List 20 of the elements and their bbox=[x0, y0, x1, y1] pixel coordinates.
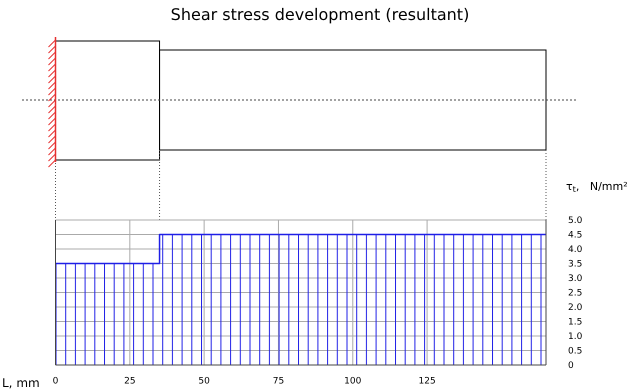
y-tick-label: 3.0 bbox=[568, 274, 583, 284]
y-tick-label: 5.0 bbox=[568, 216, 583, 226]
y-tick-label: 2.5 bbox=[568, 288, 582, 298]
x-tick-label: 0 bbox=[52, 376, 59, 386]
y-tick-label: 4.5 bbox=[568, 230, 582, 240]
x-tick-label: 75 bbox=[272, 376, 284, 386]
x-axis-title: L, mm bbox=[2, 376, 40, 390]
y-tick-label: 0.5 bbox=[568, 346, 582, 356]
y-tick-label: 4.0 bbox=[568, 244, 583, 255]
x-tick-label: 25 bbox=[124, 376, 136, 386]
x-tick-label: 50 bbox=[198, 376, 210, 386]
y-tick-label: 1.5 bbox=[568, 317, 582, 328]
y-tick-label: 0 bbox=[568, 360, 574, 371]
chart-title: Shear stress development (resultant) bbox=[170, 5, 470, 24]
x-tick-label: 100 bbox=[344, 376, 362, 386]
y-tick-label: 1.0 bbox=[568, 332, 583, 342]
y-tick-label: 2.0 bbox=[568, 302, 583, 313]
y-axis-title: τ$_{t}$, N/mm² bbox=[566, 180, 628, 194]
x-tick-label: 125 bbox=[418, 376, 436, 386]
y-tick-label: 3.5 bbox=[568, 259, 582, 270]
